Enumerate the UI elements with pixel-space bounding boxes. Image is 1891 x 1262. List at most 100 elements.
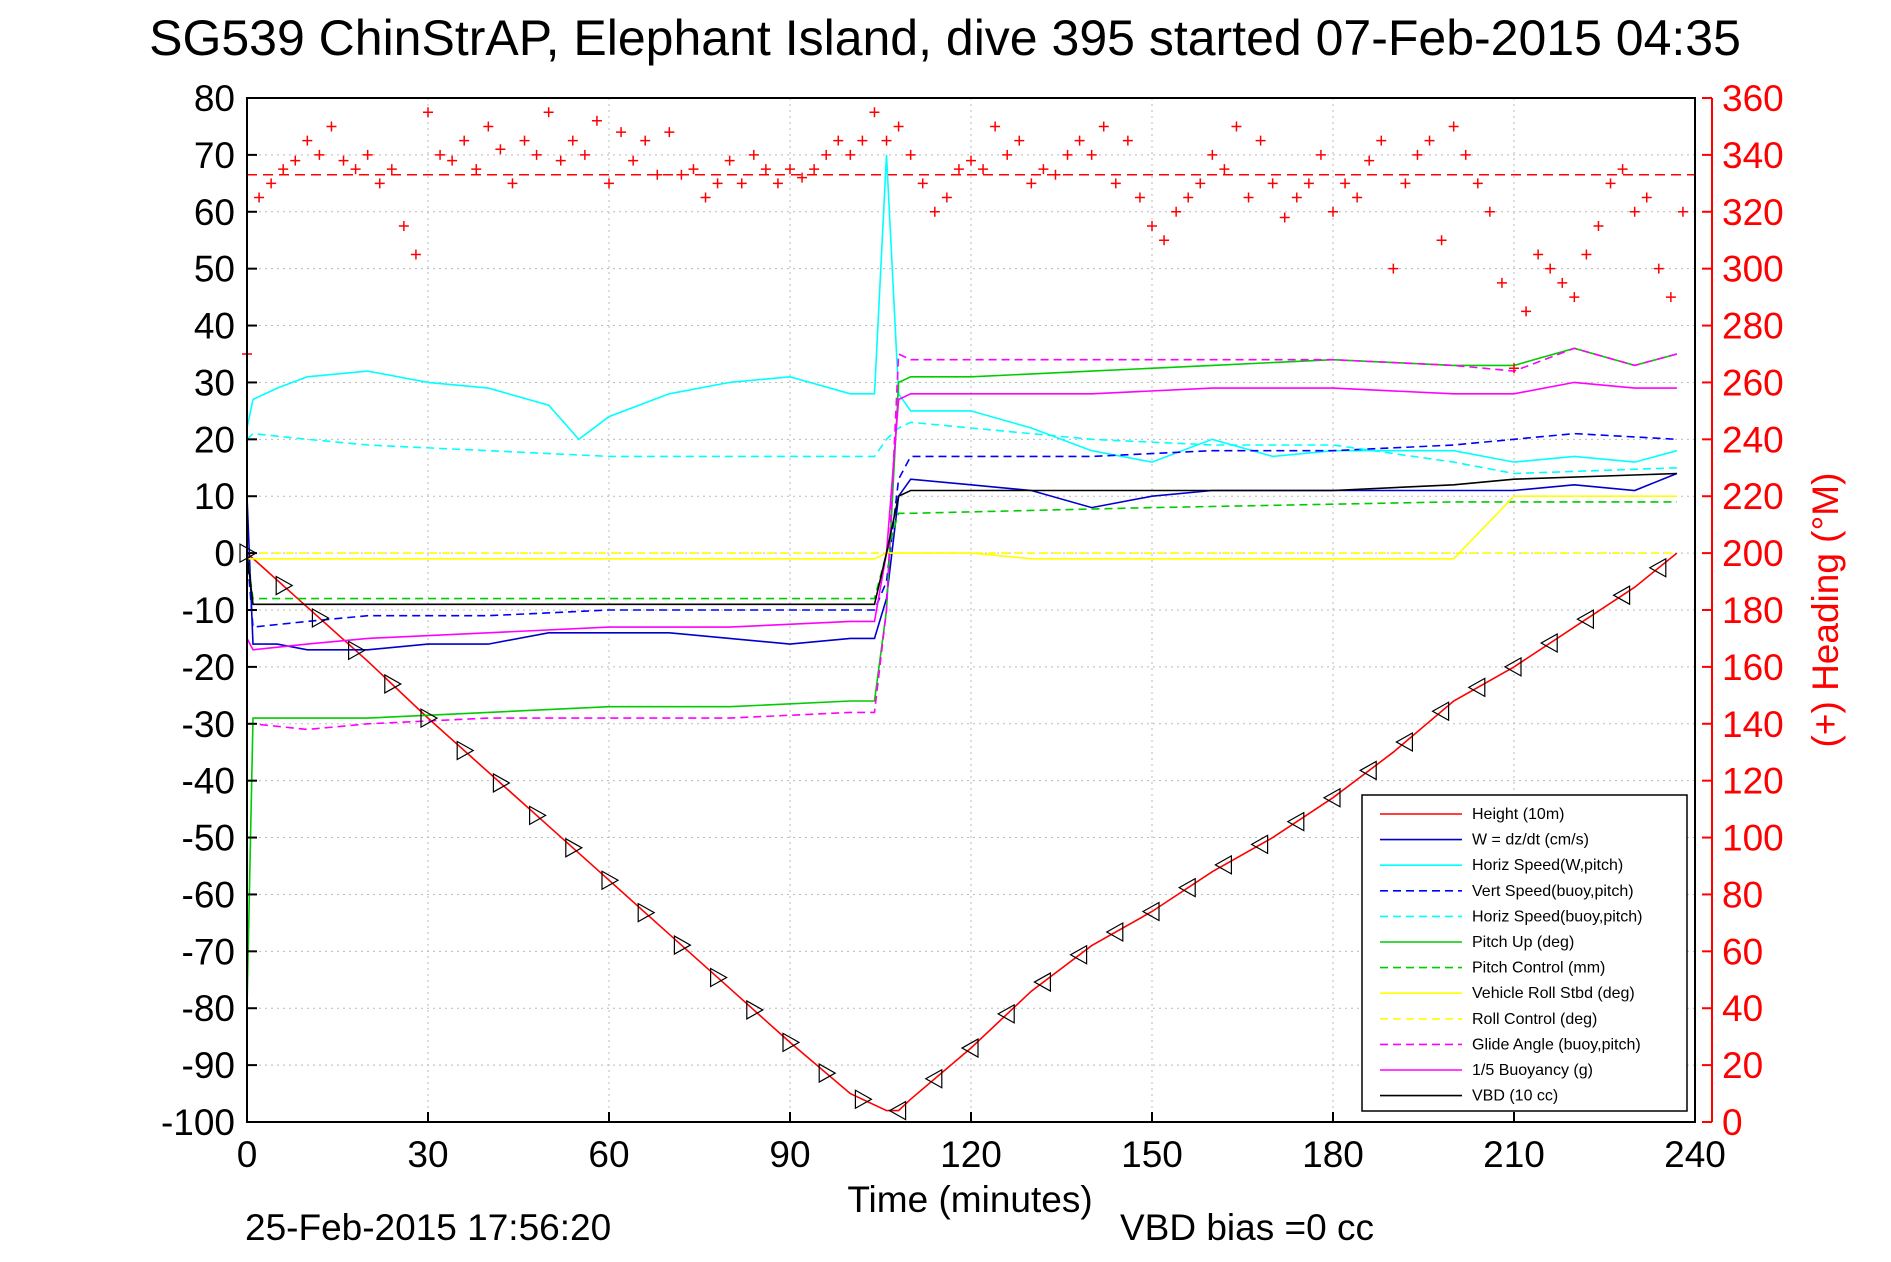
- height-marker: [492, 772, 511, 793]
- heading-point: [591, 115, 602, 126]
- right-tick-label: 300: [1722, 249, 1784, 290]
- right-tick-label: 160: [1722, 647, 1784, 688]
- legend-entry: Horiz Speed(W,pitch): [1472, 857, 1623, 874]
- height-marker: [1539, 632, 1558, 654]
- right-tick-label: 140: [1722, 704, 1784, 745]
- heading-point: [495, 144, 506, 155]
- heading-point: [966, 155, 976, 166]
- heading-point: [1400, 178, 1411, 189]
- height-marker: [1177, 877, 1196, 898]
- heading-point: [1605, 178, 1616, 189]
- y-tick-label: -100: [161, 1102, 235, 1143]
- height-marker: [1431, 701, 1450, 722]
- height-marker: [1105, 921, 1124, 943]
- chart-title: SG539 ChinStrAP, Elephant Island, dive 3…: [149, 10, 1741, 66]
- legend-entry: Vehicle Roll Stbd (deg): [1472, 985, 1635, 1002]
- right-tick-label: 60: [1722, 931, 1763, 972]
- height-marker: [1503, 656, 1522, 677]
- height-marker: [1286, 811, 1305, 832]
- height-marker: [888, 1100, 907, 1121]
- right-tick-label: 260: [1722, 362, 1784, 403]
- height-marker: [782, 1032, 801, 1053]
- height-marker: [818, 1063, 837, 1084]
- heading-point: [1231, 121, 1242, 132]
- right-tick-label: 360: [1722, 78, 1784, 119]
- height-marker: [384, 673, 403, 694]
- series-line: [247, 347, 1678, 731]
- heading-point: [1086, 149, 1097, 160]
- heading-point: [978, 164, 989, 175]
- height-marker: [1033, 972, 1051, 993]
- heading-point: [1424, 135, 1435, 146]
- height-marker: [565, 837, 584, 858]
- heading-point: [1376, 135, 1387, 146]
- heading-point: [929, 206, 940, 217]
- heading-point: [1291, 192, 1302, 203]
- heading-point: [423, 107, 433, 118]
- height-marker: [1358, 760, 1377, 781]
- heading-point: [435, 149, 446, 160]
- heading-point: [1496, 277, 1507, 288]
- heading-point: [471, 164, 482, 175]
- y-tick-label: -40: [182, 761, 235, 802]
- heading-point: [760, 164, 771, 175]
- y-tick-label: -50: [182, 818, 235, 859]
- height-marker: [311, 607, 330, 628]
- plot-area: [242, 107, 1695, 1112]
- footer-vbd-bias: VBD bias =0 cc: [1120, 1207, 1374, 1248]
- heading-point: [736, 178, 747, 189]
- series-line: [246, 501, 1677, 600]
- heading-point: [1207, 149, 1218, 160]
- series-line: [246, 472, 1677, 606]
- height-marker: [348, 640, 366, 661]
- y-tick-label: 60: [194, 192, 235, 233]
- right-y-axis-ticks: 0 20 40 60 80 100 120 140 160 180 200 220 240 260 280 3…: [1702, 78, 1784, 1143]
- heading-point: [1533, 249, 1544, 260]
- heading-point: [797, 172, 808, 183]
- heading-point: [519, 135, 530, 146]
- legend-entry: VBD (10 cc): [1472, 1088, 1558, 1105]
- heading-point: [1677, 206, 1688, 217]
- height-marker: [854, 1089, 873, 1110]
- heading-point: [314, 149, 325, 160]
- legend-entry: Pitch Control (mm): [1472, 960, 1605, 977]
- heading-point: [567, 135, 578, 146]
- heading-point: [1328, 206, 1338, 217]
- heading-point: [1653, 263, 1664, 274]
- x-tick-label: 30: [407, 1134, 448, 1175]
- heading-point: [278, 164, 289, 175]
- x-tick-label: 0: [237, 1134, 258, 1175]
- right-tick-label: 40: [1722, 988, 1763, 1029]
- heading-point: [543, 107, 554, 118]
- x-axis-ticks: 0 30 60 90 120 150 180 210 240: [237, 1112, 1726, 1175]
- heading-point: [1134, 192, 1145, 203]
- heading-point: [724, 155, 735, 166]
- heading-point: [1183, 192, 1194, 203]
- right-tick-label: 80: [1722, 874, 1763, 915]
- heading-point: [1448, 121, 1459, 132]
- heading-point: [700, 192, 711, 203]
- legend-entry: Roll Control (deg): [1472, 1011, 1597, 1028]
- height-marker: [601, 870, 620, 891]
- heading-point: [1315, 149, 1326, 160]
- height-marker: [960, 1038, 979, 1059]
- heading-point: [579, 149, 590, 160]
- heading-point: [785, 164, 795, 175]
- series-line: [247, 495, 1677, 560]
- heading-point: [531, 149, 542, 160]
- heading-point: [1629, 206, 1640, 217]
- heading-point: [712, 178, 723, 189]
- heading-point: [1038, 164, 1049, 175]
- heading-point: [1460, 149, 1471, 160]
- x-axis-label: Time (minutes): [847, 1179, 1092, 1220]
- heading-point: [326, 121, 337, 132]
- heading-point: [1509, 363, 1519, 374]
- heading-point: [459, 135, 470, 146]
- x-tick-label: 90: [769, 1134, 810, 1175]
- y-axis-ticks: -100-90-80-70-60-50-40-30-20-10010203040…: [161, 78, 257, 1143]
- y-tick-label: -90: [182, 1045, 235, 1086]
- heading-point: [1484, 206, 1495, 217]
- x-tick-label: 60: [588, 1134, 629, 1175]
- heading-point: [688, 164, 699, 175]
- y-tick-label: 30: [194, 362, 235, 403]
